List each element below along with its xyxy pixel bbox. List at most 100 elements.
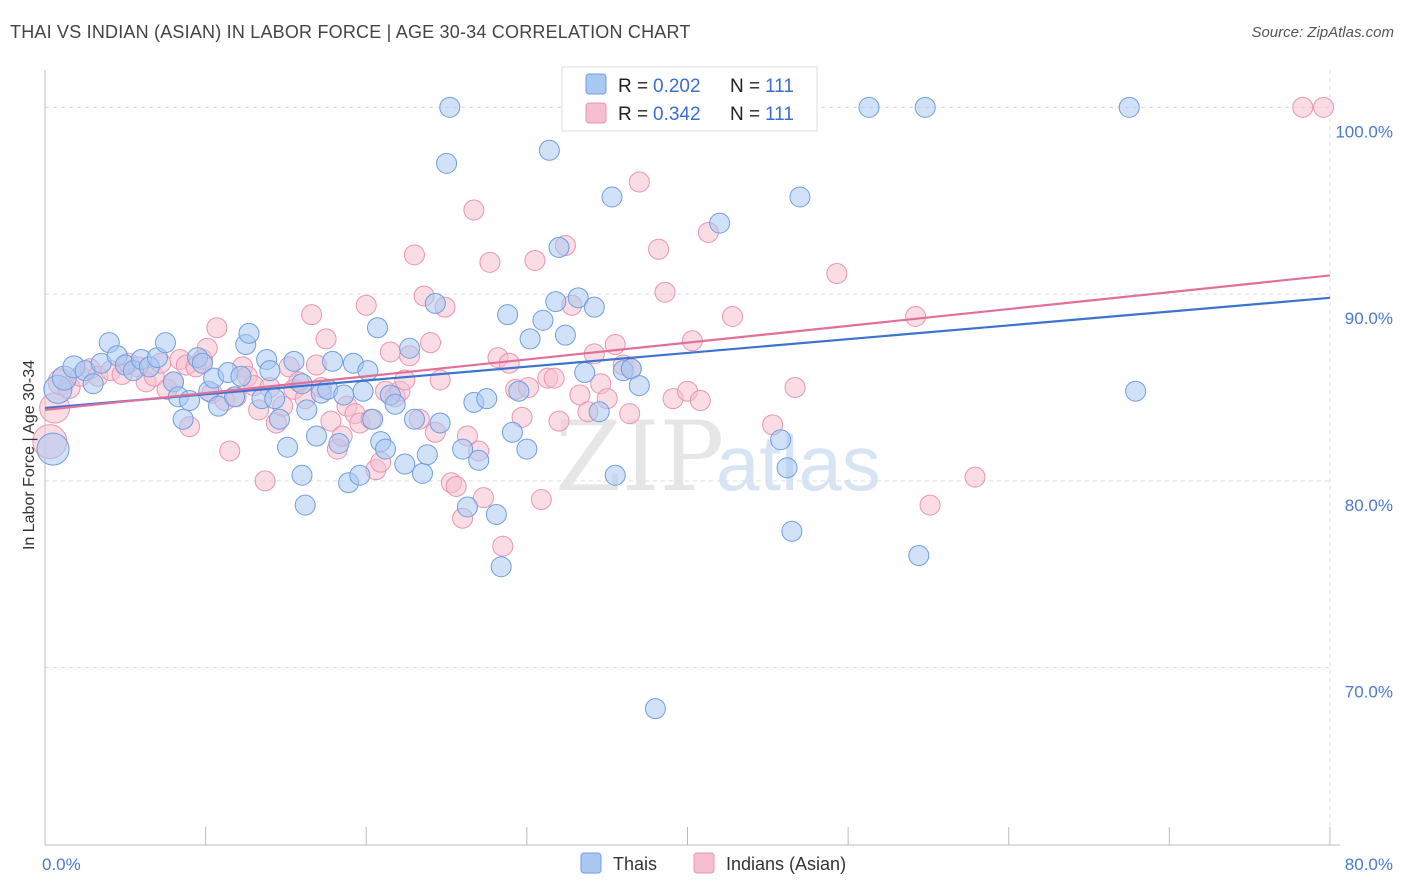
thai-point xyxy=(908,545,930,567)
thai-point xyxy=(538,139,560,161)
thai-point xyxy=(269,408,291,430)
indian-legend-swatch xyxy=(585,102,607,124)
x-tick-label: 80.0% xyxy=(1345,855,1393,874)
thai-point xyxy=(776,457,798,479)
indian-point xyxy=(420,332,441,354)
indian-point xyxy=(492,535,514,557)
thai-point xyxy=(291,464,313,486)
thai-point xyxy=(259,360,281,382)
indian-point xyxy=(463,199,485,221)
indian-point xyxy=(569,384,591,406)
thai-point xyxy=(294,494,316,516)
thai-point xyxy=(238,322,260,344)
thai-point xyxy=(452,438,474,460)
indian-point xyxy=(548,410,570,432)
thai-point xyxy=(352,380,374,402)
indian-n-label: N = xyxy=(730,104,760,125)
indian-bottom-label: Indians (Asian) xyxy=(726,854,846,874)
thai-n-value: 111 xyxy=(765,76,794,97)
indian-point xyxy=(403,244,425,266)
bottom-legend: Thais Indians (Asian) xyxy=(580,852,846,874)
indian-point xyxy=(905,306,927,328)
thai-point xyxy=(709,212,731,234)
thai-point xyxy=(375,438,397,460)
thai-point xyxy=(574,362,596,384)
indian-point xyxy=(524,249,546,271)
thai-point xyxy=(328,432,350,454)
thai-point xyxy=(497,304,519,326)
indian-point xyxy=(919,494,941,516)
thai-point xyxy=(548,236,570,258)
thai-point xyxy=(501,421,523,443)
y-tick-label: 100.0% xyxy=(1335,122,1393,141)
indian-point xyxy=(511,406,533,428)
thai-point xyxy=(588,401,610,423)
chart-title: THAI VS INDIAN (ASIAN) IN LABOR FORCE | … xyxy=(10,22,691,42)
thai-point xyxy=(230,365,252,387)
thai-point xyxy=(601,186,623,208)
thai-bottom-swatch xyxy=(580,852,602,874)
watermark-atlas: atlas xyxy=(716,419,881,507)
indian-point xyxy=(445,475,467,497)
thai-point xyxy=(349,464,371,486)
thai-point xyxy=(207,395,229,417)
indian-n-value: 111 xyxy=(765,104,794,125)
thai-points xyxy=(36,96,1147,720)
thai-trend-line xyxy=(44,296,1331,410)
thai-point xyxy=(172,408,194,430)
thai-point xyxy=(456,496,478,518)
top-legend: R = 0.202 N = 111 R = 0.342 N = 111 xyxy=(561,66,818,132)
indian-point xyxy=(473,487,495,509)
thai-point xyxy=(476,388,498,410)
thai-point xyxy=(394,453,416,475)
indian-point xyxy=(648,238,670,260)
thai-point xyxy=(424,292,446,314)
thai-r-label: R = xyxy=(618,76,648,97)
thai-n-label: N = xyxy=(730,76,760,97)
thai-r-value: 0.202 xyxy=(653,76,701,97)
indian-r-label: R = xyxy=(618,104,648,125)
indian-point xyxy=(301,304,323,326)
y-axis-label: In Labor Force | Age 30-34 xyxy=(21,360,38,550)
thai-point xyxy=(416,444,438,466)
indian-bottom-swatch xyxy=(693,852,715,874)
thai-point xyxy=(36,432,70,466)
thai-legend-swatch xyxy=(585,73,607,95)
indian-point xyxy=(498,352,520,374)
thai-point xyxy=(519,328,541,350)
thai-point xyxy=(1125,380,1147,402)
thai-point xyxy=(411,462,433,484)
thai-point xyxy=(439,96,461,118)
indian-point xyxy=(964,466,986,488)
indian-point xyxy=(826,263,848,285)
indian-point xyxy=(394,369,416,391)
indian-point xyxy=(619,403,641,425)
indian-point xyxy=(254,470,276,492)
thai-point xyxy=(485,503,507,525)
thai-point xyxy=(362,408,384,430)
indian-point xyxy=(654,281,676,303)
x-tick-label: 0.0% xyxy=(42,855,81,874)
thai-point xyxy=(567,287,589,309)
thai-point xyxy=(508,380,530,402)
source-label: Source: ZipAtlas.com xyxy=(1251,24,1394,41)
thai-point xyxy=(283,350,305,372)
thai-point xyxy=(429,412,451,434)
indian-trend-line xyxy=(44,274,1331,411)
thai-point xyxy=(82,373,104,395)
thai-point xyxy=(436,152,458,174)
indian-point xyxy=(530,489,552,511)
thai-point xyxy=(545,291,567,313)
thai-bottom-label: Thais xyxy=(613,854,657,874)
indian-point xyxy=(479,251,501,273)
thai-point xyxy=(583,296,605,318)
thai-point xyxy=(264,388,286,410)
watermark: ZIP atlas xyxy=(555,401,881,513)
thai-point xyxy=(399,337,421,359)
thai-point xyxy=(516,438,538,460)
thai-point xyxy=(384,393,406,415)
thai-point xyxy=(554,324,576,346)
y-tick-label: 80.0% xyxy=(1345,496,1393,515)
indian-point xyxy=(628,171,650,193)
